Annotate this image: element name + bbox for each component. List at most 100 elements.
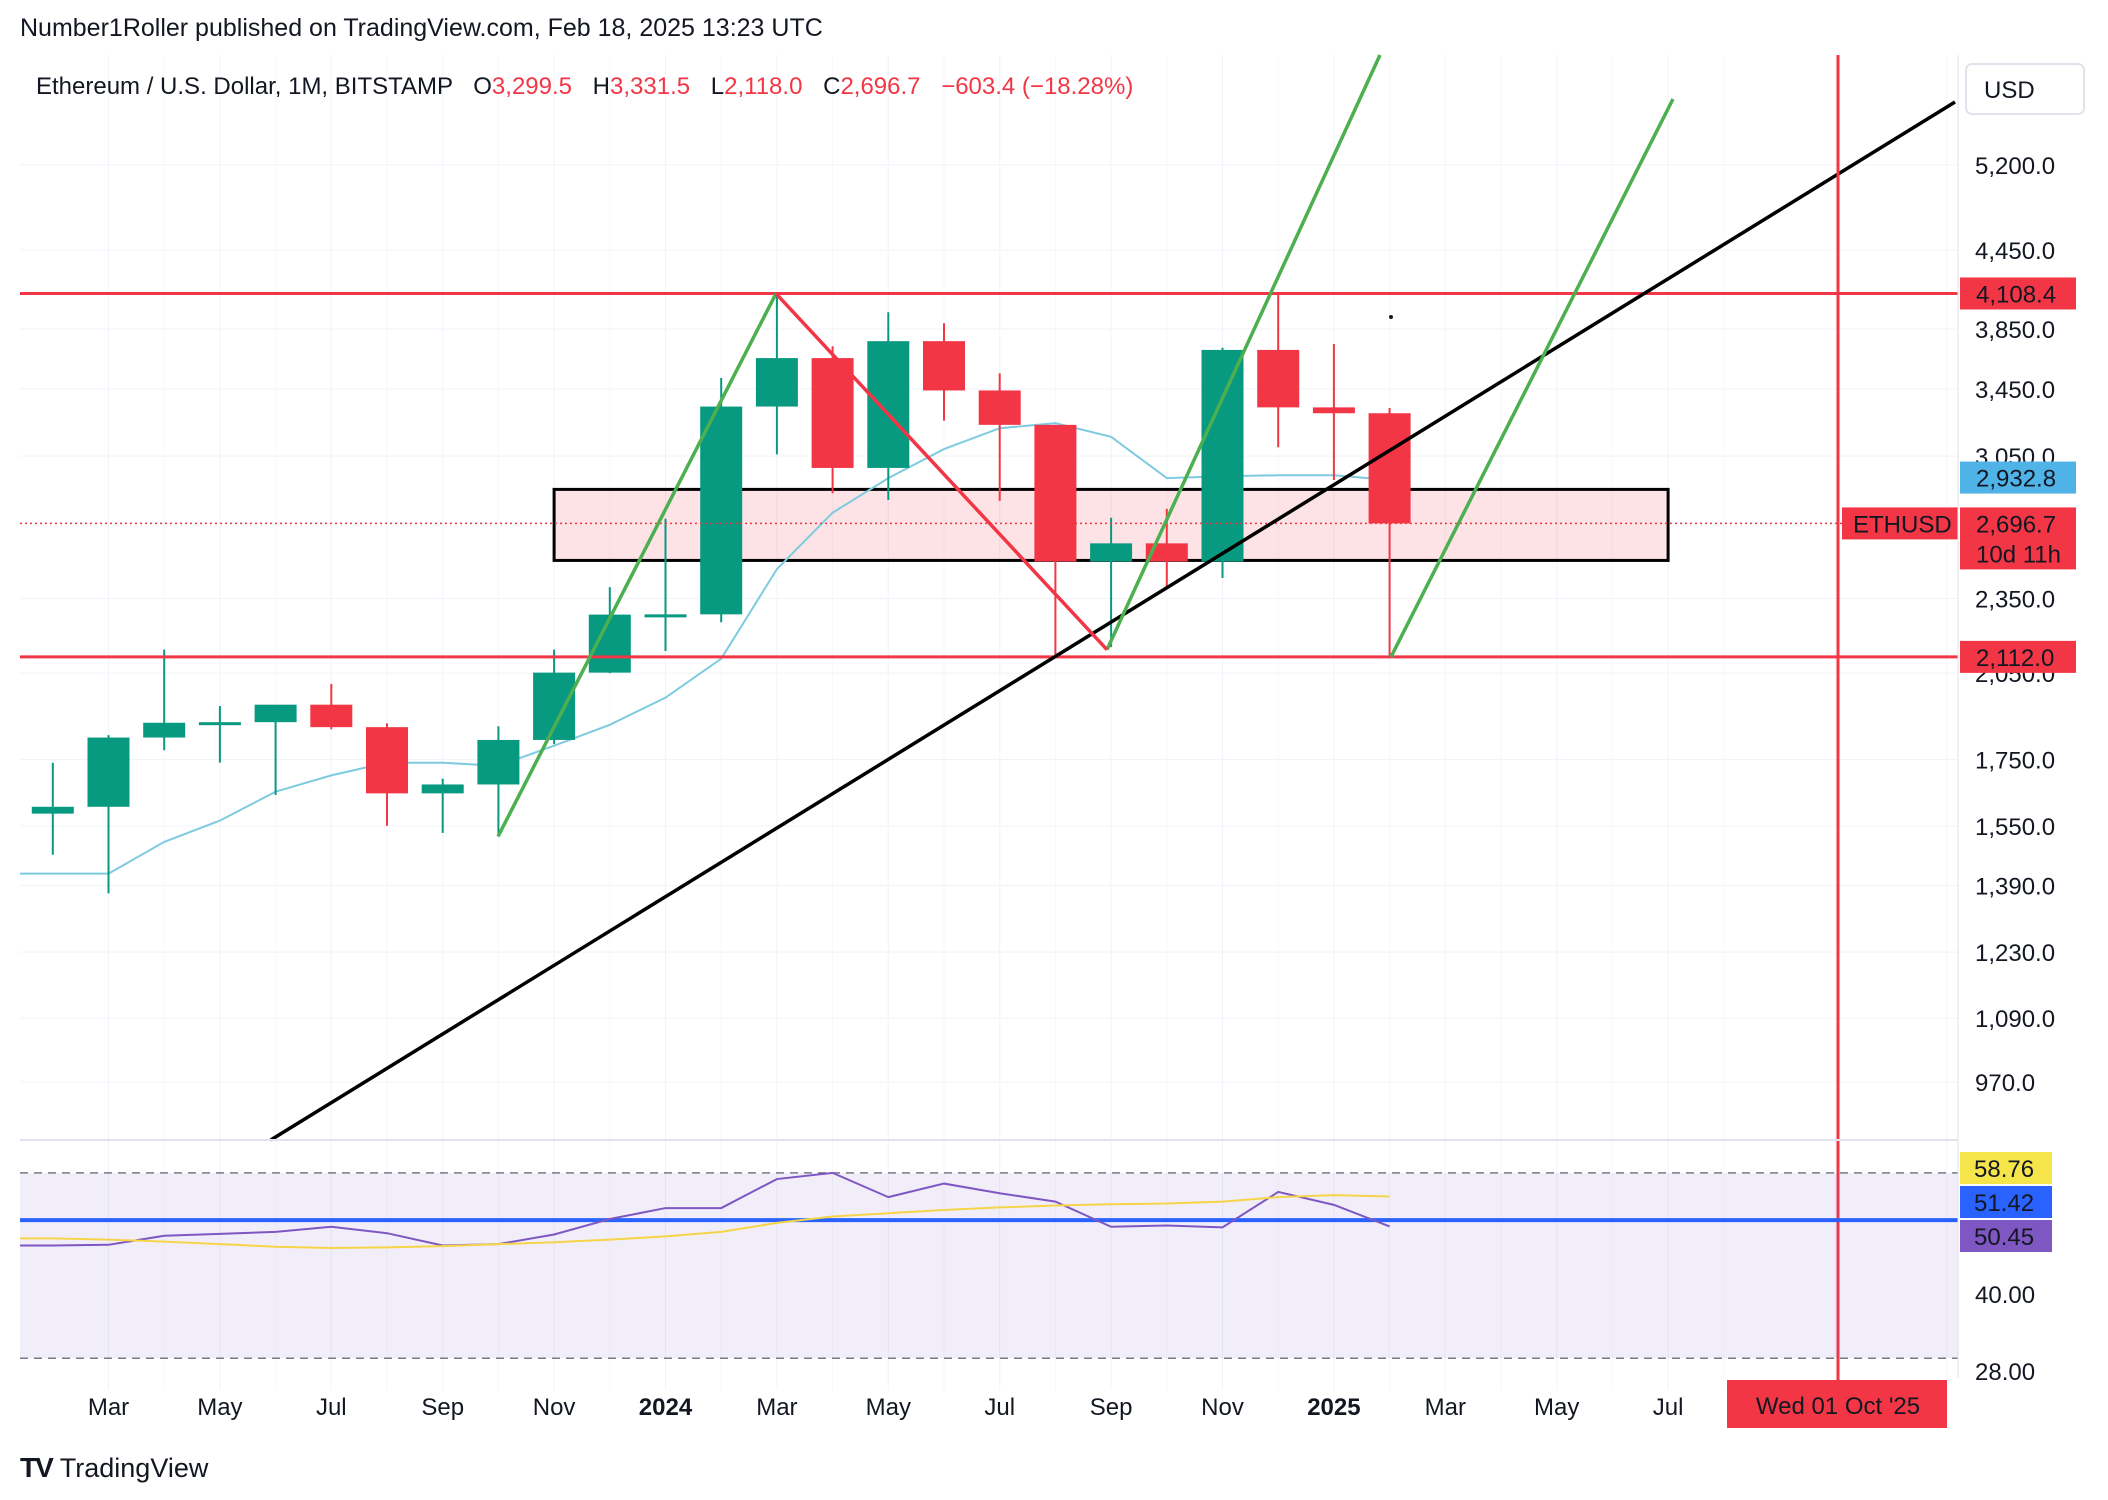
legend-high: 3,331.5 bbox=[610, 73, 690, 100]
candle-body bbox=[1312, 407, 1355, 414]
price-label-bg bbox=[1960, 507, 2076, 570]
x-tick-label: Mar bbox=[1425, 1394, 1466, 1421]
x-tick-label: Mar bbox=[88, 1394, 129, 1421]
y-tick-label: 3,850.0 bbox=[1975, 317, 2055, 344]
candle-body bbox=[310, 704, 353, 728]
drawings bbox=[20, 54, 1958, 1395]
candles bbox=[31, 293, 1411, 894]
candle-body bbox=[31, 806, 74, 814]
rsi-value-label: 58.76 bbox=[1974, 1156, 2034, 1183]
axes: Mar May Jul Sep Nov 2024 Mar May Jul Sep Nov 2025 Ma… bbox=[88, 153, 2076, 1428]
legend: Ethereum / U.S. Dollar, 1M, BITSTAMP O3,… bbox=[36, 73, 1133, 100]
price-label: 2,696.7 bbox=[1976, 511, 2056, 538]
x-tick-label: Sep bbox=[421, 1394, 464, 1421]
candle-body bbox=[87, 737, 130, 807]
tradingview-logo-icon: TV bbox=[20, 1452, 54, 1483]
candle-body bbox=[1090, 543, 1133, 562]
rsi-pane[interactable] bbox=[20, 1171, 1958, 1359]
date-marker-label: Wed 01 Oct '25 bbox=[1756, 1393, 1920, 1420]
channel-line-up[interactable] bbox=[496, 292, 778, 838]
legend-high-label: H bbox=[593, 73, 610, 100]
candle-body bbox=[867, 341, 910, 468]
currency-button[interactable] bbox=[1965, 63, 2085, 115]
candle-body bbox=[366, 727, 408, 794]
rsi-ma-line bbox=[20, 1194, 1390, 1250]
x-tick-label: May bbox=[866, 1394, 911, 1421]
x-tick-label: 2024 bbox=[639, 1394, 693, 1421]
price-pane[interactable] bbox=[20, 55, 1958, 1140]
correction-line[interactable] bbox=[774, 292, 1109, 651]
date-marker-badge bbox=[1727, 1380, 1947, 1428]
candle-body bbox=[755, 358, 798, 407]
price-label-bg bbox=[1960, 640, 2076, 673]
y-tick-label: 1,090.0 bbox=[1975, 1006, 2055, 1033]
footer-brand: TradingView bbox=[59, 1452, 209, 1483]
legend-open: 3,299.5 bbox=[492, 73, 572, 100]
candle-body bbox=[923, 341, 965, 391]
candle-body bbox=[1257, 349, 1300, 408]
footer: TV TradingView bbox=[20, 1452, 208, 1484]
y-tick-label: 3,450.0 bbox=[1975, 377, 2055, 404]
symbol-tag: ETHUSD bbox=[1853, 511, 1952, 538]
price-label: 4,108.4 bbox=[1976, 281, 2056, 308]
channel-line-up[interactable] bbox=[1389, 98, 1675, 658]
candle-body bbox=[254, 704, 297, 723]
candle-body bbox=[1201, 349, 1244, 562]
x-tick-label: Mar bbox=[756, 1394, 797, 1421]
channel-line-up[interactable] bbox=[1105, 54, 1382, 651]
x-tick-label: May bbox=[197, 1394, 242, 1421]
rsi-value-label-bg bbox=[1960, 1220, 2052, 1252]
legend-close: 2,696.7 bbox=[840, 73, 920, 100]
rsi-value-label-bg bbox=[1960, 1186, 2052, 1218]
candle-body bbox=[700, 406, 743, 615]
legend-close-label: C bbox=[823, 73, 840, 100]
candle-body bbox=[143, 722, 186, 738]
price-label-bg bbox=[1960, 461, 2076, 494]
legend-low-label: L bbox=[711, 73, 724, 100]
candle-body bbox=[1145, 543, 1188, 562]
x-tick-label: Nov bbox=[533, 1394, 576, 1421]
x-tick-label: Jul bbox=[1653, 1394, 1684, 1421]
x-tick-label: Jul bbox=[316, 1394, 347, 1421]
y-tick-label: 1,390.0 bbox=[1975, 873, 2055, 900]
x-tick-label: Sep bbox=[1090, 1394, 1133, 1421]
legend-symbol: Ethereum / U.S. Dollar, 1M, BITSTAMP bbox=[36, 73, 453, 100]
y-tick-label: 1,750.0 bbox=[1975, 748, 2055, 775]
symbol-tag-bg bbox=[1842, 507, 1958, 540]
candle-body bbox=[477, 739, 520, 785]
candle-body bbox=[421, 784, 464, 794]
trend-line[interactable] bbox=[269, 100, 1956, 1142]
countdown-label: 10d 11h bbox=[1976, 541, 2061, 568]
publisher-header: Number1Roller published on TradingView.c… bbox=[20, 14, 823, 42]
rsi-band bbox=[20, 1172, 1958, 1359]
y-tick-label: 2,350.0 bbox=[1975, 587, 2055, 614]
grid bbox=[20, 55, 1958, 1390]
price-label: 2,112.0 bbox=[1976, 645, 2054, 672]
legend-low: 2,118.0 bbox=[724, 73, 802, 100]
y-tick-label: 970.0 bbox=[1975, 1070, 2035, 1097]
rsi-value-label: 51.42 bbox=[1974, 1190, 2034, 1217]
x-tick-label: 2025 bbox=[1307, 1394, 1360, 1421]
candle-body bbox=[1034, 424, 1077, 562]
currency-button-label: USD bbox=[1984, 77, 2035, 104]
x-tick-label: Jul bbox=[984, 1394, 1015, 1421]
moving-average bbox=[20, 422, 1390, 875]
rsi-value-label-bg bbox=[1960, 1152, 2052, 1184]
price-label: 2,932.8 bbox=[1976, 466, 2056, 493]
candle-body bbox=[644, 614, 687, 618]
legend-open-label: O bbox=[473, 73, 492, 100]
ma-line bbox=[20, 422, 1390, 875]
y-tick-label: 4,450.0 bbox=[1975, 238, 2055, 265]
candle-body bbox=[198, 722, 241, 726]
x-tick-label: Nov bbox=[1201, 1394, 1244, 1421]
y-tick-label: 1,550.0 bbox=[1975, 814, 2055, 841]
candle-body bbox=[1368, 413, 1411, 524]
marker-dot bbox=[1389, 315, 1393, 319]
y-tick-label: 5,200.0 bbox=[1975, 153, 2055, 180]
rsi-line bbox=[20, 1171, 1390, 1247]
rsi-tick-label: 28.00 bbox=[1975, 1359, 2035, 1386]
candle-body bbox=[978, 390, 1021, 425]
price-label-bg bbox=[1960, 277, 2076, 310]
rsi-value-label: 50.45 bbox=[1974, 1224, 2034, 1251]
